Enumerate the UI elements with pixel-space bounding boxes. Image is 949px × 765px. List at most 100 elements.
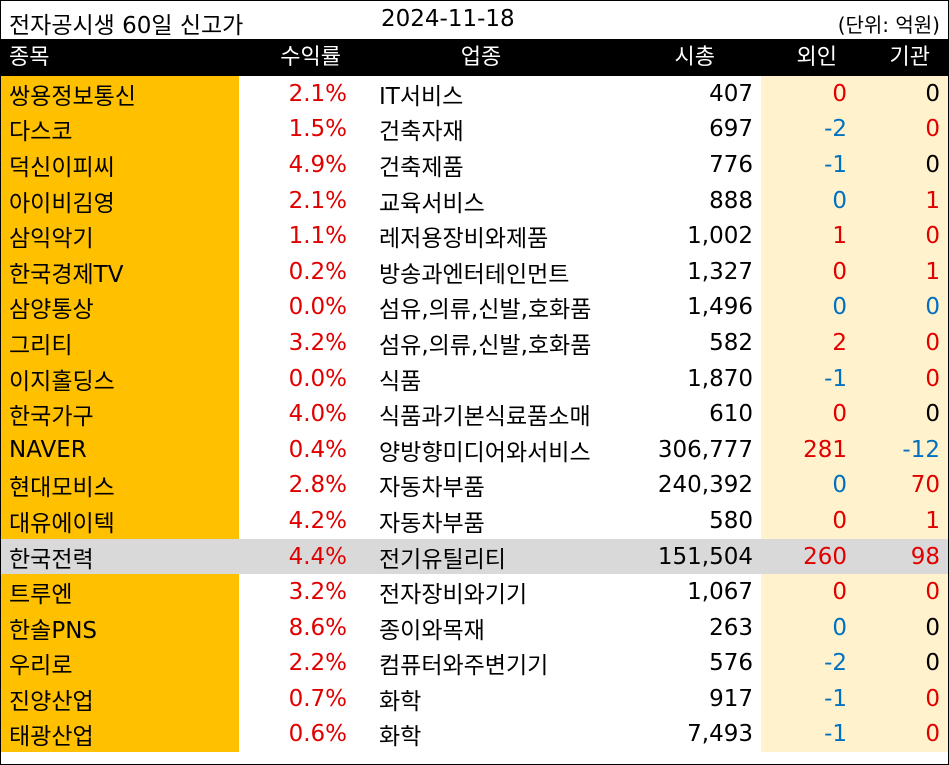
stock-name: 대유에이텍 — [1, 503, 239, 539]
stock-name: 현대모비스 — [1, 467, 239, 504]
industry-value: 자동차부품 — [379, 475, 485, 502]
marketcap-value: 7,493 — [687, 721, 753, 748]
table-row: 다스코 1.5% 건축자재 697 -2 0 — [1, 111, 948, 148]
institution-value: 1 — [855, 182, 948, 219]
return-value: 0.6% — [288, 721, 347, 748]
header-name: 종목 — [9, 45, 50, 70]
header-industry: 업종 — [460, 45, 502, 70]
marketcap-value: 306,777 — [657, 436, 753, 463]
header-return: 수익률 — [280, 45, 341, 70]
table-row: 한솔PNS 8.6% 종이와목재 263 0 0 — [1, 609, 948, 646]
table-row: 삼익악기 1.1% 레저용장비와제품 1,002 1 0 — [1, 218, 948, 254]
marketcap-value: 576 — [709, 650, 753, 677]
stock-name: 한국가구 — [1, 396, 239, 432]
column-header-row: 종목 수익률 업종 시총 외인 기관 — [1, 40, 948, 76]
institution-value: 1 — [855, 503, 948, 539]
unit-label: (단위: 억원) — [837, 13, 940, 37]
marketcap-value: 610 — [709, 401, 753, 428]
industry-value: 자동차부품 — [379, 510, 485, 537]
marketcap-value: 776 — [709, 151, 753, 178]
foreign-value: 0 — [761, 76, 855, 112]
foreign-value: 0 — [761, 467, 855, 504]
header-foreign: 외인 — [796, 45, 837, 70]
foreign-value: 0 — [761, 609, 855, 646]
industry-value: IT서비스 — [379, 83, 464, 110]
foreign-value: 0 — [761, 182, 855, 219]
marketcap-value: 1,870 — [687, 365, 753, 392]
table-row: 쌍용정보통신 2.1% IT서비스 407 0 0 — [1, 76, 948, 112]
return-value: 4.4% — [239, 538, 355, 575]
return-value: 0.7% — [288, 685, 347, 712]
institution-value: 0 — [855, 716, 948, 753]
header-institution: 기관 — [889, 45, 930, 70]
table-row: 진양산업 0.7% 화학 917 -1 0 — [1, 681, 948, 717]
industry-value: 섬유,의류,신발,호화품 — [379, 297, 592, 324]
institution-value: 0 — [855, 609, 948, 646]
return-value: 1.1% — [288, 223, 347, 250]
marketcap-value: 1,327 — [687, 258, 753, 285]
table-row: 트루엔 3.2% 전자장비와기기 1,067 0 0 — [1, 574, 948, 610]
return-value: 3.2% — [288, 329, 347, 356]
industry-value: 레저용장비와제품 — [379, 226, 549, 253]
page-title: 전자공시생 60일 신고가 — [9, 13, 244, 39]
table-row: 태광산업 0.6% 화학 7,493 -1 0 — [1, 716, 948, 753]
stock-name: 삼양통상 — [1, 289, 239, 326]
stock-name: 삼익악기 — [1, 218, 239, 254]
institution-value: 0 — [855, 76, 948, 112]
table-row: 한국전력 4.4% 전기유틸리티 151,504 260 98 — [1, 538, 948, 575]
institution-value: -12 — [855, 431, 948, 468]
foreign-value: 281 — [761, 431, 855, 468]
marketcap-value: 1,496 — [687, 294, 753, 321]
stock-name: 쌍용정보통신 — [1, 76, 239, 112]
return-value: 4.0% — [288, 401, 347, 428]
industry-value: 건축제품 — [379, 154, 464, 181]
institution-value: 70 — [855, 467, 948, 504]
industry-value: 방송과엔터테인먼트 — [379, 261, 570, 288]
marketcap-value: 151,504 — [607, 538, 761, 575]
foreign-value: 0 — [761, 574, 855, 610]
marketcap-value: 580 — [709, 507, 753, 534]
return-value: 2.1% — [288, 80, 347, 107]
marketcap-value: 240,392 — [657, 472, 753, 499]
return-value: 0.0% — [288, 294, 347, 321]
report-date: 2024-11-18 — [381, 6, 515, 32]
foreign-value: -2 — [761, 111, 855, 148]
foreign-value: 0 — [761, 289, 855, 326]
institution-value: 0 — [855, 325, 948, 361]
return-value: 4.9% — [288, 151, 347, 178]
stock-name: 이지홀딩스 — [1, 360, 239, 397]
institution-value: 0 — [855, 645, 948, 682]
stock-name: NAVER — [1, 431, 239, 468]
foreign-value: 2 — [761, 325, 855, 361]
return-value: 0.0% — [288, 365, 347, 392]
industry-value: 교육서비스 — [379, 190, 485, 217]
stock-table: 쌍용정보통신 2.1% IT서비스 407 0 0 다스코 1.5% 건축자재 697 -2 0 덕신이… — [1, 76, 948, 753]
table-row: 삼양통상 0.0% 섬유,의류,신발,호화품 1,496 0 0 — [1, 289, 948, 326]
table-row: NAVER 0.4% 양방향미디어와서비스 306,777 281 -12 — [1, 431, 948, 468]
stock-name: 아이비김영 — [1, 182, 239, 219]
stock-name: 진양산업 — [1, 681, 239, 717]
foreign-value: 0 — [761, 503, 855, 539]
institution-value: 0 — [855, 681, 948, 717]
institution-value: 98 — [855, 538, 948, 575]
foreign-value: -2 — [761, 645, 855, 682]
stock-name: 덕신이피씨 — [1, 147, 239, 183]
industry-value: 건축자재 — [379, 119, 464, 146]
table-row: 대유에이텍 4.2% 자동차부품 580 0 1 — [1, 503, 948, 539]
marketcap-value: 1,067 — [687, 579, 753, 606]
institution-value: 0 — [855, 289, 948, 326]
stock-name: 다스코 — [1, 111, 239, 148]
institution-value: 0 — [855, 574, 948, 610]
industry-value: 화학 — [379, 688, 422, 715]
return-value: 1.5% — [288, 116, 347, 143]
industry-value: 전기유틸리티 — [355, 538, 607, 575]
foreign-value: 1 — [761, 218, 855, 254]
table-row: 우리로 2.2% 컴퓨터와주변기기 576 -2 0 — [1, 645, 948, 682]
institution-value: 0 — [855, 360, 948, 397]
return-value: 4.2% — [288, 507, 347, 534]
foreign-value: -1 — [761, 716, 855, 753]
return-value: 2.2% — [288, 650, 347, 677]
foreign-value: 0 — [761, 396, 855, 432]
institution-value: 1 — [855, 253, 948, 290]
